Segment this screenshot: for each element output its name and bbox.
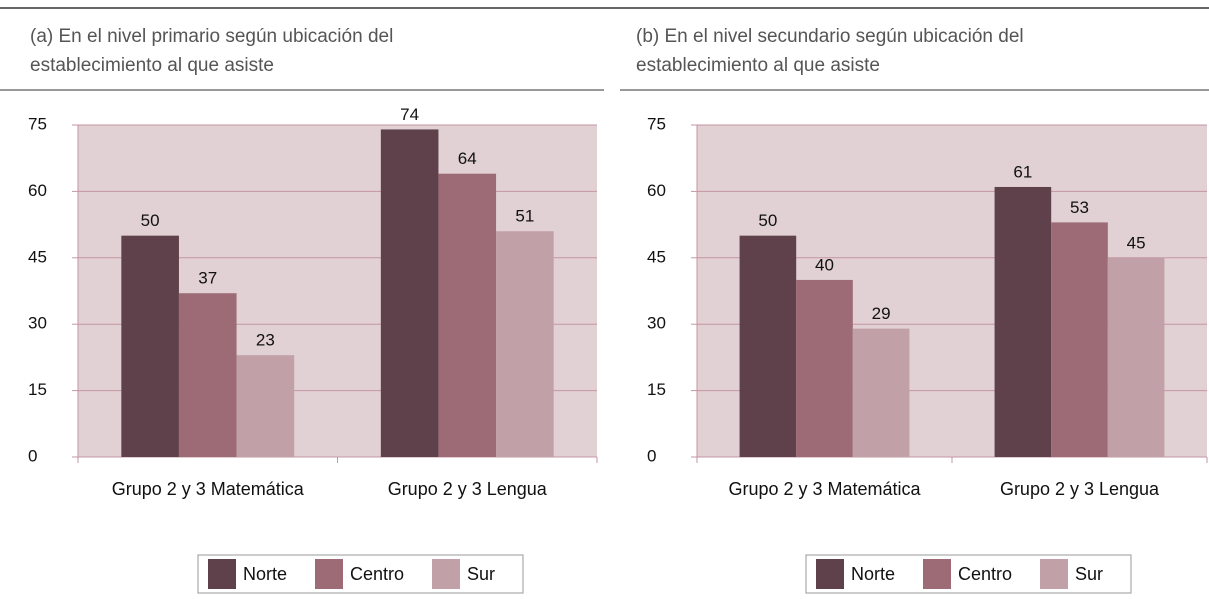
legend-label: Sur [467,564,495,584]
y-tick-label: 30 [647,314,666,333]
x-tick-label: Grupo 2 y 3 Matemática [728,479,921,499]
bar [178,293,237,457]
value-label: 53 [1070,198,1089,217]
y-tick-label: 0 [647,446,656,465]
y-tick-label: 0 [28,446,37,465]
chart-title: (b) En el nivel secundario según ubicaci… [636,26,1024,76]
value-label: 50 [758,211,777,230]
bar [852,328,910,457]
bar [121,235,179,457]
x-tick-label: Grupo 2 y 3 Lengua [388,479,548,499]
legend-swatch [816,559,844,589]
value-label: 51 [515,207,534,226]
value-label: 61 [1013,162,1032,181]
chart-title: (a) En el nivel primario según ubicación… [30,26,394,76]
bar [1107,257,1165,457]
bar [994,186,1052,457]
value-label: 50 [141,211,160,230]
y-tick-label: 45 [28,247,47,266]
value-label: 64 [458,149,477,168]
bar [496,231,554,457]
x-tick-label: Grupo 2 y 3 Lengua [1000,479,1160,499]
legend-swatch [923,559,951,589]
y-tick-label: 30 [28,314,47,333]
legend-box [197,554,524,594]
y-tick-label: 45 [647,247,666,266]
legend-label: Centro [958,564,1012,584]
bar [380,129,439,457]
legend-label: Norte [851,564,895,584]
legend-box [805,554,1132,594]
y-tick-label: 75 [28,114,47,133]
y-tick-label: 15 [647,380,666,399]
value-label: 29 [872,304,891,323]
value-label: 37 [198,269,217,288]
bar [796,279,853,457]
y-tick-label: 15 [28,380,47,399]
legend-swatch [432,559,460,589]
value-label: 45 [1127,233,1146,252]
y-tick-label: 60 [647,181,666,200]
legend-swatch [315,559,343,589]
x-tick-label: Grupo 2 y 3 Matemática [112,479,305,499]
bar [236,355,295,457]
y-tick-label: 75 [647,114,666,133]
legend-label: Norte [243,564,287,584]
bar [438,173,497,457]
bar [739,235,797,457]
bar [1051,222,1108,457]
value-label: 40 [815,255,834,274]
legend-swatch [1040,559,1068,589]
y-tick-label: 60 [28,181,47,200]
legend-swatch [208,559,236,589]
value-label: 74 [400,105,419,124]
value-label: 23 [256,331,275,350]
legend-label: Centro [350,564,404,584]
legend-label: Sur [1075,564,1103,584]
